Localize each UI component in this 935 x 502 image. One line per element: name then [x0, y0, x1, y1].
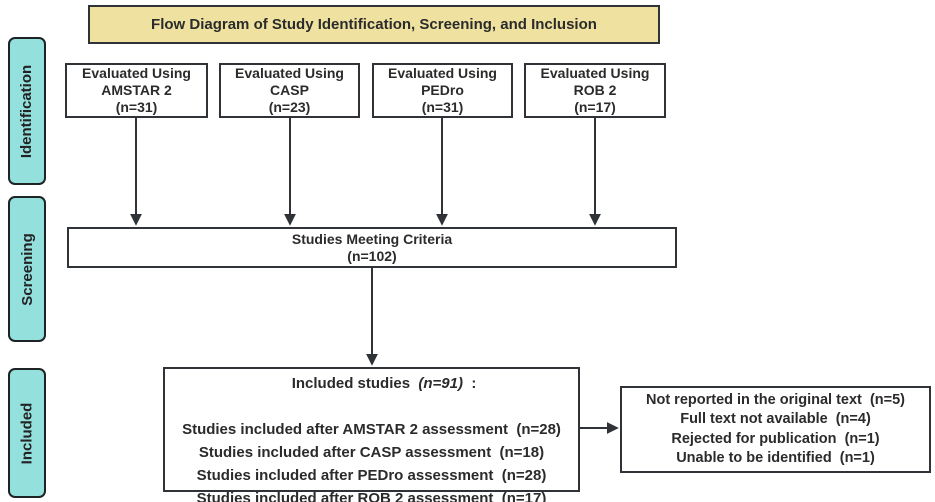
eval-box-rob2: Evaluated Using ROB 2 (n=17)	[524, 63, 666, 118]
stage-screening: Screening	[8, 196, 46, 342]
eval-box-rob2-count: (n=17)	[574, 99, 616, 115]
diagram-title: Flow Diagram of Study Identification, Sc…	[151, 16, 597, 33]
stage-included-label: Included	[18, 402, 36, 464]
included-box-line-rob2: Studies included after ROB 2 assessment …	[196, 490, 547, 502]
stage-screening-label: Screening	[18, 232, 36, 306]
eval-box-rob2-line2: ROB 2	[573, 82, 617, 98]
excluded-box-line-rejected: Rejected for publication (n=1)	[671, 430, 880, 447]
excluded-box-line-not-reported: Not reported in the original text (n=5)	[645, 391, 905, 408]
stage-identification-label: Identification	[18, 64, 36, 158]
eval-box-casp: Evaluated Using CASP (n=23)	[219, 63, 360, 118]
excluded-box-line-no-full-text: Full text not available (n=4)	[680, 411, 871, 427]
included-box-header: Included studies (n=91) :	[267, 349, 477, 418]
included-box-line-casp: Studies included after CASP assessment (…	[198, 444, 545, 461]
eval-box-pedro-count: (n=31)	[421, 99, 464, 115]
criteria-box: Studies Meeting Criteria (n=102)	[67, 227, 677, 268]
criteria-box-title: Studies Meeting Criteria	[291, 230, 453, 247]
eval-box-pedro: Evaluated Using PEDro (n=31)	[372, 63, 513, 118]
diagram-title-box: Flow Diagram of Study Identification, Sc…	[88, 5, 660, 44]
included-box-header-count: (n=91)	[418, 375, 463, 392]
eval-box-casp-line1: Evaluated Using	[235, 65, 344, 81]
eval-box-pedro-line1: Evaluated Using	[388, 65, 497, 81]
included-box-header-prefix: Included studies	[291, 375, 419, 392]
stage-included: Included	[8, 368, 46, 498]
eval-box-rob2-line1: Evaluated Using	[540, 65, 650, 81]
included-box-line-amstar2: Studies included after AMSTAR 2 assessme…	[182, 421, 561, 438]
eval-box-pedro-line2: PEDro	[421, 82, 464, 98]
eval-box-casp-line2: CASP	[270, 82, 309, 98]
excluded-box: Not reported in the original text (n=5) …	[620, 386, 931, 473]
included-box-header-suffix: :	[462, 375, 477, 392]
included-box-line-pedro: Studies included after PEDro assessment …	[196, 467, 547, 484]
criteria-box-count: (n=102)	[347, 247, 397, 264]
eval-box-amstar2-count: (n=31)	[115, 99, 158, 115]
eval-box-amstar2-line1: Evaluated Using	[82, 65, 191, 81]
stage-identification: Identification	[8, 37, 46, 185]
excluded-box-line-unidentified: Unable to be identified (n=1)	[676, 450, 875, 466]
eval-box-amstar2-line2: AMSTAR 2	[101, 82, 172, 98]
included-box: Included studies (n=91) : Studies includ…	[163, 367, 580, 502]
eval-box-casp-count: (n=23)	[268, 99, 311, 115]
eval-box-amstar2: Evaluated Using AMSTAR 2 (n=31)	[65, 63, 208, 118]
